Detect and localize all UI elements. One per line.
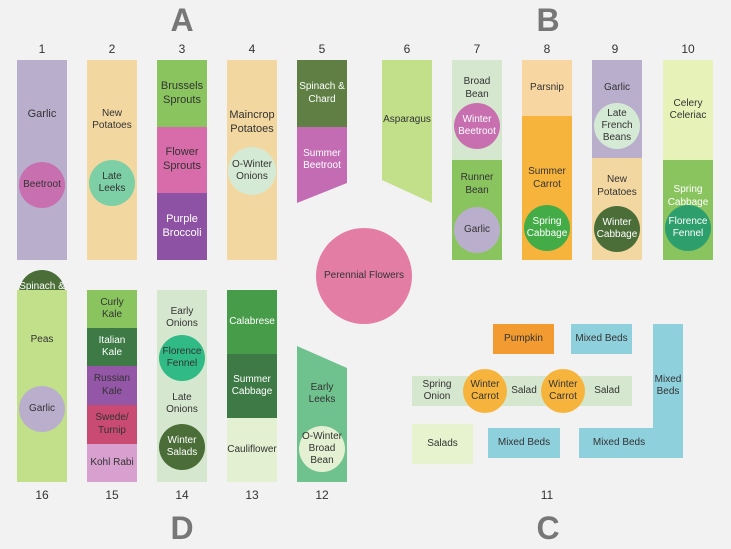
winter-carrot-circle-1: Winter Carrot (463, 369, 507, 413)
bed-number-2: 2 (108, 42, 116, 56)
bed-2: New Potatoes Late Leeks (87, 60, 137, 260)
bed-6-asparagus: Asparagus (383, 113, 431, 125)
bed-1-beetroot-circle: Beetroot (19, 162, 65, 208)
bed-number-15: 15 (105, 488, 119, 502)
bed-15-swede-turnip: Swede/ Turnip (87, 405, 137, 444)
bed-14-winter-salads-circle: Winter Salads (159, 424, 205, 470)
bed-16-peas: Peas (30, 333, 54, 345)
bed-number-13: 13 (245, 488, 259, 502)
bed-10-florence-fennel-circle: Florence Fennel (665, 205, 711, 251)
bed-13: Calabrese Summer Cabbage Cauliflower (227, 290, 277, 482)
salad-label-1: Salad (511, 385, 537, 396)
bed-12-early-leeks: Early Leeks (308, 381, 336, 406)
bed-9-late-french-beans-circle: Late French Beans (594, 103, 640, 149)
bed-15-kohl-rabi: Kohl Rabi (87, 444, 137, 482)
section-d-label: D (170, 510, 194, 546)
bed-6-shape (382, 60, 432, 203)
bed-number-10: 10 (681, 42, 695, 56)
bed-8: Parsnip Summer Carrot Spring Cabbage (522, 60, 572, 260)
bed-number-8: 8 (543, 42, 551, 56)
mixed-beds-3: Mixed Beds (579, 428, 659, 458)
bed-5: Spinach & Chard Summer Beetroot (297, 60, 347, 203)
bed-4-winter-onions-circle: O-Winter Onions (228, 147, 276, 195)
bed-15-italian-kale: Italian Kale (87, 328, 137, 366)
bed-2-new-potatoes: New Potatoes (92, 107, 132, 132)
spring-onion-label: Spring Onion (422, 379, 452, 402)
section-a-label: A (170, 2, 194, 38)
bed-number-3: 3 (178, 42, 186, 56)
bed-13-cauliflower: Cauliflower (227, 418, 277, 482)
mixed-beds-2: Mixed Beds (488, 428, 560, 458)
bed-3-brussels-sprouts: Brussels Sprouts (157, 60, 207, 127)
bed-number-11: 11 (540, 488, 554, 502)
bed-8-parsnip: Parsnip (522, 60, 572, 116)
bed-9: Garlic New Potatoes Late French Beans Wi… (592, 60, 642, 260)
bed-4: Maincrop Potatoes O-Winter Onions (227, 60, 277, 260)
bed-5-spinach-chard: Spinach & Chard (299, 81, 345, 105)
bed-4-maincrop-potatoes: Maincrop Potatoes (229, 108, 275, 135)
bed-13-summer-cabbage: Summer Cabbage (227, 354, 277, 418)
bed-number-12: 12 (315, 488, 329, 502)
bed-10: Celery Celeriac Spring Cabbage Florence … (663, 60, 713, 260)
bed-14-florence-fennel-circle: Florence Fennel (159, 335, 205, 381)
perennial-flowers-circle: Perennial Flowers (316, 228, 412, 324)
bed-number-14: 14 (175, 488, 189, 502)
bed-number-6: 6 (403, 42, 411, 56)
bed-1: Garlic Beetroot Spinach & Chard (17, 60, 67, 316)
bed-5-shape (297, 60, 347, 203)
bed-number-7: 7 (473, 42, 481, 56)
bed-14-late-onions: Late Onions (166, 391, 198, 416)
bed-7-garlic-circle: Garlic (454, 207, 500, 253)
bed-7-winter-beetroot-circle: Winter Beetroot (454, 103, 500, 149)
bed-3: Brussels Sprouts Flower Sprouts Purple B… (157, 60, 207, 260)
bed-number-1: 1 (38, 42, 46, 56)
bed-3-flower-sprouts: Flower Sprouts (157, 127, 207, 193)
bed-5-summer-beetroot: Summer Beetroot (303, 147, 341, 172)
bed-6: Asparagus (382, 60, 432, 203)
salads-bed: Salads (412, 424, 473, 464)
mixed-beds-1: Mixed Beds (571, 324, 632, 354)
bed-number-5: 5 (318, 42, 326, 56)
bed-3-purple-broccoli: Purple Broccoli (157, 193, 207, 260)
bed-1-garlic: Garlic (27, 108, 57, 121)
bed-number-9: 9 (611, 42, 619, 56)
bed-16-garlic-circle: Garlic (19, 386, 65, 432)
bed-9-winter-cabbage-circle: Winter Cabbage (594, 206, 640, 252)
bed-13-calabrese: Calabrese (227, 290, 277, 354)
bed-12: Early Leeks O-Winter Broad Bean (297, 346, 347, 482)
bed-number-4: 4 (248, 42, 256, 56)
bed-10-celery-celeriac: Celery Celeriac (663, 60, 713, 160)
bed-15-russian-kale: Russian Kale (87, 366, 137, 405)
bed-15: Curly Kale Italian Kale Russian Kale Swe… (87, 290, 137, 482)
bed-14: Early Onions Late Onions Florence Fennel… (157, 290, 207, 482)
bed-2-late-leeks-circle: Late Leeks (89, 160, 135, 206)
bed-14-early-onions: Early Onions (166, 305, 198, 330)
bed-8-spring-cabbage-circle: Spring Cabbage (524, 205, 570, 251)
section-c-label: C (536, 510, 560, 546)
bed-12-broad-bean-circle: O-Winter Broad Bean (299, 426, 345, 472)
bed-number-16: 16 (35, 488, 49, 502)
bed-15-curly-kale: Curly Kale (87, 290, 137, 328)
pumpkin-bed: Pumpkin (493, 324, 554, 354)
winter-carrot-circle-2: Winter Carrot (541, 369, 585, 413)
bed-7: Broad Bean Runner Bean Winter Beetroot G… (452, 60, 502, 260)
mixed-beds-tall-label: Mixed Beds (654, 373, 682, 398)
salad-row (412, 376, 632, 406)
section-b-label: B (536, 2, 560, 38)
salad-label-2: Salad (594, 385, 620, 396)
mixed-beds-tall: Mixed Beds (653, 324, 683, 458)
bed-16: Peas Garlic (17, 290, 67, 482)
